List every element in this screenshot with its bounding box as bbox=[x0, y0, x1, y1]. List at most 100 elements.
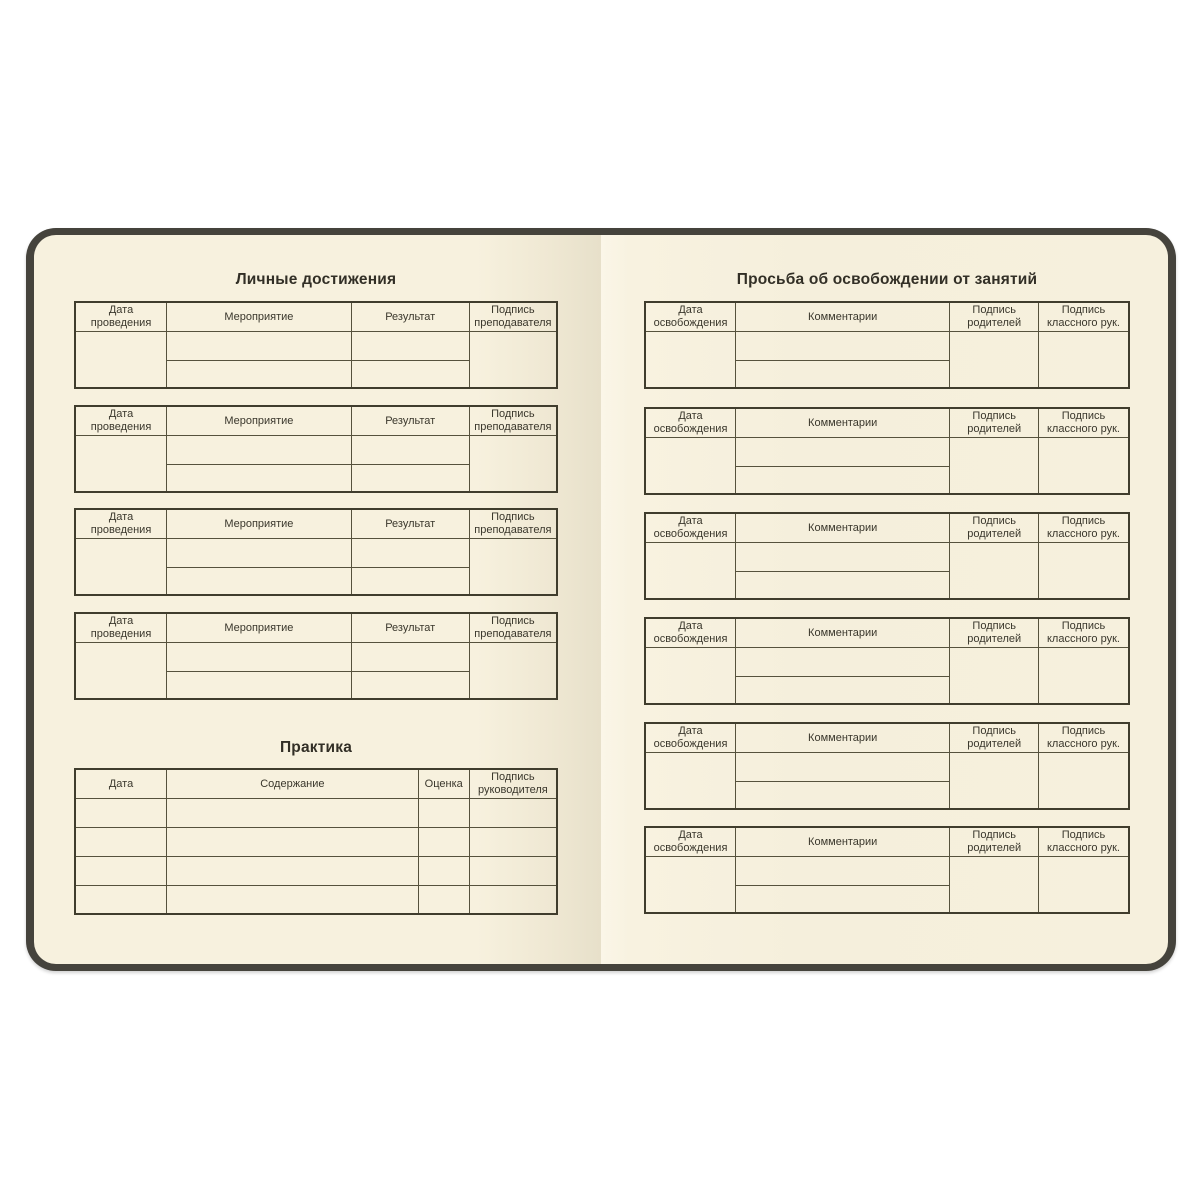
header-teacher-signature: Подпись преподавателя bbox=[468, 405, 558, 436]
empty-cell bbox=[1037, 541, 1130, 600]
empty-cell bbox=[74, 826, 168, 857]
empty-cell bbox=[166, 359, 352, 389]
empty-cell bbox=[468, 826, 558, 857]
header-event: Мероприятие bbox=[166, 508, 352, 539]
empty-cell bbox=[734, 884, 951, 914]
empty-cell bbox=[734, 330, 951, 361]
header-exemption-date: Дата освобождения bbox=[644, 722, 736, 753]
header-result: Результат bbox=[350, 612, 470, 643]
exemptions-title: Просьба об освобождении от занятий bbox=[736, 271, 1038, 288]
exemption-table: Дата освобождения Комментарии Подпись ро… bbox=[644, 722, 1130, 810]
empty-cell bbox=[350, 434, 470, 465]
empty-cell bbox=[734, 436, 951, 467]
empty-cell bbox=[166, 434, 352, 465]
empty-cell bbox=[166, 855, 419, 886]
empty-cell bbox=[166, 641, 352, 672]
empty-cell bbox=[166, 463, 352, 493]
empty-cell bbox=[74, 797, 168, 828]
empty-cell bbox=[468, 330, 558, 389]
empty-cell bbox=[949, 436, 1039, 495]
header-date: Дата проведения bbox=[74, 301, 168, 332]
header-comments: Комментарии bbox=[734, 512, 951, 543]
achievements-table: Дата проведения Мероприятие Результат По… bbox=[74, 405, 558, 493]
header-comments: Комментарии bbox=[734, 722, 951, 753]
empty-cell bbox=[417, 826, 470, 857]
header-teacher-signature: Подпись преподавателя bbox=[468, 301, 558, 332]
empty-cell bbox=[166, 884, 419, 915]
achievements-title: Личные достижения bbox=[235, 271, 397, 288]
empty-cell bbox=[949, 855, 1039, 914]
empty-cell bbox=[1037, 436, 1130, 495]
empty-cell bbox=[166, 826, 419, 857]
header-supervisor-signature: Подпись руководителя bbox=[468, 768, 558, 799]
achievements-table: Дата проведения Мероприятие Результат По… bbox=[74, 508, 558, 596]
exemption-table: Дата освобождения Комментарии Подпись ро… bbox=[644, 407, 1130, 495]
empty-cell bbox=[949, 751, 1039, 810]
empty-cell bbox=[1037, 330, 1130, 389]
empty-cell bbox=[468, 855, 558, 886]
empty-cell bbox=[949, 330, 1039, 389]
header-parent-signature: Подпись родителей bbox=[949, 512, 1039, 543]
empty-cell bbox=[74, 884, 168, 915]
empty-cell bbox=[350, 566, 470, 596]
empty-cell bbox=[734, 541, 951, 572]
empty-cell bbox=[734, 359, 951, 389]
header-teacher-signature: Подпись преподавателя bbox=[468, 612, 558, 643]
empty-cell bbox=[74, 855, 168, 886]
empty-cell bbox=[166, 537, 352, 568]
empty-cell bbox=[644, 646, 736, 705]
header-grade: Оценка bbox=[417, 768, 470, 799]
empty-cell bbox=[1037, 855, 1130, 914]
empty-cell bbox=[1037, 751, 1130, 810]
empty-cell bbox=[1037, 646, 1130, 705]
empty-cell bbox=[417, 855, 470, 886]
header-class-teacher-signature: Подпись классного рук. bbox=[1037, 512, 1130, 543]
empty-cell bbox=[468, 797, 558, 828]
header-class-teacher-signature: Подпись классного рук. bbox=[1037, 722, 1130, 753]
header-parent-signature: Подпись родителей bbox=[949, 722, 1039, 753]
empty-cell bbox=[350, 463, 470, 493]
header-event: Мероприятие bbox=[166, 301, 352, 332]
practice-title: Практика bbox=[279, 739, 353, 756]
empty-cell bbox=[468, 641, 558, 700]
header-comments: Комментарии bbox=[734, 617, 951, 648]
empty-cell bbox=[644, 855, 736, 914]
exemption-table: Дата освобождения Комментарии Подпись ро… bbox=[644, 826, 1130, 914]
header-result: Результат bbox=[350, 405, 470, 436]
header-parent-signature: Подпись родителей bbox=[949, 407, 1039, 438]
empty-cell bbox=[74, 330, 168, 389]
empty-cell bbox=[734, 646, 951, 677]
empty-cell bbox=[350, 359, 470, 389]
header-date: Дата проведения bbox=[74, 508, 168, 539]
achievements-table: Дата проведения Мероприятие Результат По… bbox=[74, 301, 558, 389]
header-result: Результат bbox=[350, 508, 470, 539]
empty-cell bbox=[417, 797, 470, 828]
empty-cell bbox=[350, 330, 470, 361]
header-exemption-date: Дата освобождения bbox=[644, 617, 736, 648]
header-content: Содержание bbox=[166, 768, 419, 799]
empty-cell bbox=[734, 675, 951, 705]
empty-cell bbox=[949, 541, 1039, 600]
header-result: Результат bbox=[350, 301, 470, 332]
empty-cell bbox=[644, 330, 736, 389]
empty-cell bbox=[166, 566, 352, 596]
header-event: Мероприятие bbox=[166, 612, 352, 643]
header-class-teacher-signature: Подпись классного рук. bbox=[1037, 617, 1130, 648]
header-comments: Комментарии bbox=[734, 407, 951, 438]
empty-cell bbox=[644, 436, 736, 495]
empty-cell bbox=[468, 884, 558, 915]
achievements-table: Дата проведения Мероприятие Результат По… bbox=[74, 612, 558, 700]
empty-cell bbox=[350, 641, 470, 672]
header-date: Дата bbox=[74, 768, 168, 799]
empty-cell bbox=[74, 641, 168, 700]
header-teacher-signature: Подпись преподавателя bbox=[468, 508, 558, 539]
empty-cell bbox=[166, 670, 352, 700]
empty-cell bbox=[734, 780, 951, 810]
header-exemption-date: Дата освобождения bbox=[644, 407, 736, 438]
empty-cell bbox=[350, 670, 470, 700]
empty-cell bbox=[166, 330, 352, 361]
practice-table: Дата Содержание Оценка Подпись руководит… bbox=[74, 768, 558, 915]
exemption-table: Дата освобождения Комментарии Подпись ро… bbox=[644, 512, 1130, 600]
empty-cell bbox=[734, 751, 951, 782]
